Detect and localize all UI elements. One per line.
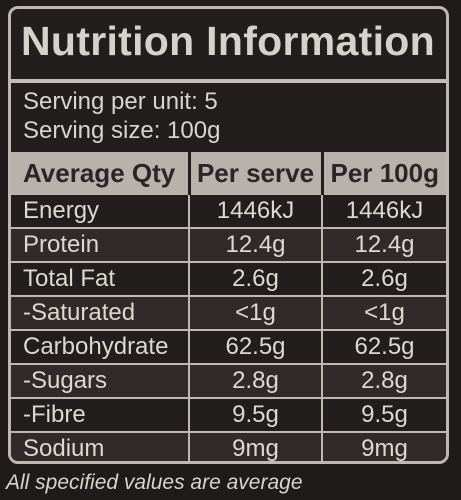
nutrition-table: Average Qty Per serve Per 100g Energy 14… (11, 152, 446, 461)
per-100g-value: 9mg (321, 432, 446, 461)
nutrient-name: -Sugars (11, 364, 189, 399)
per-serve-value: 9.5g (188, 398, 322, 433)
nutrient-name: Sodium (11, 432, 189, 461)
table-row: -Fibre 9.5g 9.5g (11, 398, 446, 433)
footnote: All specified values are average (6, 471, 303, 494)
serving-per-unit: Serving per unit: 5 (23, 88, 218, 115)
nutrient-name: Energy (11, 195, 189, 229)
per-100g-value: 2.8g (321, 364, 446, 399)
title-divider (11, 79, 446, 83)
per-serve-value: 62.5g (188, 330, 322, 365)
nutrient-name: Carbohydrate (11, 330, 189, 365)
per-serve-value: <1g (188, 296, 322, 331)
table-row: Protein 12.4g 12.4g (11, 228, 446, 263)
table-row: Total Fat 2.6g 2.6g (11, 262, 446, 297)
per-100g-value: 9.5g (321, 398, 446, 433)
table-header-row: Average Qty Per serve Per 100g (11, 152, 446, 195)
nutrient-name: -Fibre (11, 398, 189, 433)
nutrient-name: Protein (11, 228, 189, 263)
per-serve-value: 1446kJ (188, 195, 322, 229)
table-row: Energy 1446kJ 1446kJ (11, 195, 446, 229)
per-100g-value: 1446kJ (321, 195, 446, 229)
table-row: -Sugars 2.8g 2.8g (11, 364, 446, 399)
per-100g-value: 2.6g (321, 262, 446, 297)
nutrition-panel: Nutrition Information Serving per unit: … (8, 6, 449, 464)
table-row: Carbohydrate 62.5g 62.5g (11, 330, 446, 365)
table-row: -Saturated <1g <1g (11, 296, 446, 331)
serving-size: Serving size: 100g (23, 117, 221, 144)
nutrient-name: Total Fat (11, 262, 189, 297)
header-per-100g: Per 100g (320, 152, 446, 195)
per-100g-value: 12.4g (321, 228, 446, 263)
per-serve-value: 2.6g (188, 262, 322, 297)
per-100g-value: 62.5g (321, 330, 446, 365)
per-serve-value: 9mg (188, 432, 322, 461)
header-average-qty: Average Qty (11, 152, 189, 195)
nutrient-name: -Saturated (11, 296, 189, 331)
per-100g-value: <1g (321, 296, 446, 331)
header-per-serve: Per serve (187, 152, 322, 195)
per-serve-value: 2.8g (188, 364, 322, 399)
per-serve-value: 12.4g (188, 228, 322, 263)
table-row: Sodium 9mg 9mg (11, 432, 446, 461)
panel-title: Nutrition Information (21, 18, 435, 64)
